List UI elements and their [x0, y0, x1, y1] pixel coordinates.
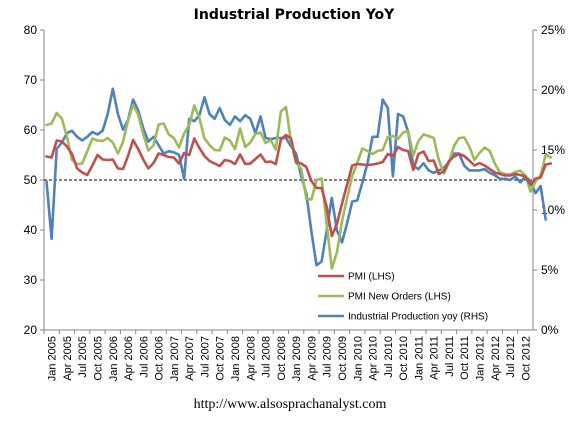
x-tick-label: Oct 2012	[520, 336, 532, 381]
x-tick-label: Jan 2008	[230, 336, 242, 381]
chart-title: Industrial Production YoY	[194, 7, 396, 23]
legend: PMI (LHS) PMI New Orders (LHS) Industrial …	[318, 272, 488, 323]
series-lines	[45, 87, 553, 270]
x-tick-label: Apr 2005	[62, 336, 74, 381]
right-y-axis: 0% 5% 10% 15% 20% 25%	[533, 23, 565, 337]
x-tick-label: Apr 2012	[490, 336, 502, 381]
left-y-tick-label: 40	[24, 223, 38, 237]
left-y-tick-label: 50	[24, 173, 38, 187]
right-y-tick-label: 5%	[541, 263, 559, 277]
x-tick-label: Oct 2010	[398, 336, 410, 381]
right-y-tick-label: 20%	[541, 83, 565, 97]
x-tick-label: Jul 2010	[383, 336, 395, 378]
x-tick-label: Jul 2011	[444, 336, 456, 377]
x-axis: Jan 2005 Apr 2005 Jul 2005 Oct 2005 Jan 2006…	[43, 330, 532, 381]
right-y-tick-label: 15%	[541, 143, 565, 157]
right-y-tick-label: 10%	[541, 203, 565, 217]
right-y-tick-label: 0%	[541, 323, 559, 337]
left-y-tick-label: 20	[24, 323, 38, 337]
left-y-tick-label: 30	[24, 273, 38, 287]
x-tick-label: Apr 2010	[368, 336, 380, 381]
x-tick-label: Jan 2006	[108, 336, 120, 381]
series-line-0	[45, 133, 553, 238]
x-tick-label: Oct 2011	[459, 336, 471, 380]
left-y-axis: 20 30 40 50 60 70 80	[24, 23, 44, 337]
right-y-tick-label: 25%	[541, 23, 565, 37]
left-y-tick-label: 70	[24, 73, 38, 87]
x-tick-label: Jul 2012	[505, 336, 517, 378]
x-tick-label: Jul 2009	[322, 336, 334, 378]
legend-label: PMI New Orders (LHS)	[348, 292, 451, 303]
left-y-tick-label: 60	[24, 123, 38, 137]
source-url: http://www.alsosprachanalyst.com	[194, 397, 387, 412]
x-tick-label: Oct 2006	[154, 336, 166, 381]
x-tick-label: Apr 2011	[429, 336, 441, 380]
legend-label: Industrial Production yoy (RHS)	[348, 312, 488, 323]
x-tick-label: Jan 2009	[291, 336, 303, 381]
x-tick-label: Jan 2007	[169, 336, 181, 381]
x-tick-label: Apr 2009	[306, 336, 318, 381]
x-tick-label: Jul 2005	[77, 336, 89, 378]
legend-label: PMI (LHS)	[348, 272, 395, 283]
x-tick-label: Jul 2006	[138, 336, 150, 378]
x-tick-label: Jan 2005	[47, 336, 59, 381]
x-tick-label: Jan 2012	[475, 336, 487, 381]
x-tick-label: Apr 2006	[123, 336, 135, 381]
x-tick-label: Jan 2010	[352, 336, 364, 381]
x-tick-label: Jul 2008	[261, 336, 273, 378]
x-tick-label: Apr 2008	[245, 336, 257, 381]
x-tick-label: Apr 2007	[184, 336, 196, 381]
left-y-tick-label: 80	[24, 23, 38, 37]
series-line-1	[45, 103, 553, 270]
x-tick-label: Oct 2005	[92, 336, 104, 381]
x-tick-label: Jul 2007	[199, 336, 211, 378]
x-tick-label: Oct 2007	[215, 336, 227, 381]
x-tick-label: Oct 2009	[337, 336, 349, 381]
x-tick-label: Jan 2011	[413, 336, 425, 380]
x-tick-label: Oct 2008	[276, 336, 288, 381]
series-line-2	[45, 87, 548, 267]
